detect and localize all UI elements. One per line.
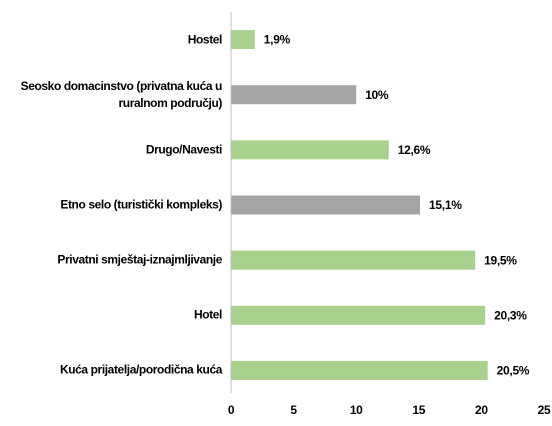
x-tick-label: 15 xyxy=(412,403,425,417)
category-label: Drugo/Navesti xyxy=(145,142,223,157)
category-label: Hotel xyxy=(193,307,222,322)
bar xyxy=(231,195,421,215)
data-label: 20,5% xyxy=(497,364,530,378)
data-label: 1,9% xyxy=(264,33,291,47)
data-label: 10% xyxy=(365,88,389,102)
data-label: 12,6% xyxy=(398,143,431,157)
data-label: 15,1% xyxy=(429,198,462,212)
x-tick-label: 5 xyxy=(290,403,297,417)
x-tick-label: 20 xyxy=(475,403,488,417)
bar xyxy=(231,140,389,160)
bar xyxy=(231,30,255,50)
bar xyxy=(231,305,486,325)
category-label: Etno selo (turistički kompleks) xyxy=(60,197,222,212)
category-label: Seosko domacinstvo (privatna kuća u rura… xyxy=(20,78,223,110)
x-tick-label: 10 xyxy=(350,403,363,417)
data-label: 19,5% xyxy=(484,253,517,267)
bar xyxy=(231,85,357,105)
x-tick-label: 0 xyxy=(228,403,235,417)
bar xyxy=(231,360,488,380)
category-label: Kuća prijatelja/porodična kuća xyxy=(59,362,222,377)
x-tick-label: 25 xyxy=(538,403,551,417)
category-label: Hostel xyxy=(187,32,223,47)
category-label: Privatni smještaj-iznajmljivanje xyxy=(57,252,222,267)
data-label: 20,3% xyxy=(494,308,527,322)
bar xyxy=(231,250,476,270)
